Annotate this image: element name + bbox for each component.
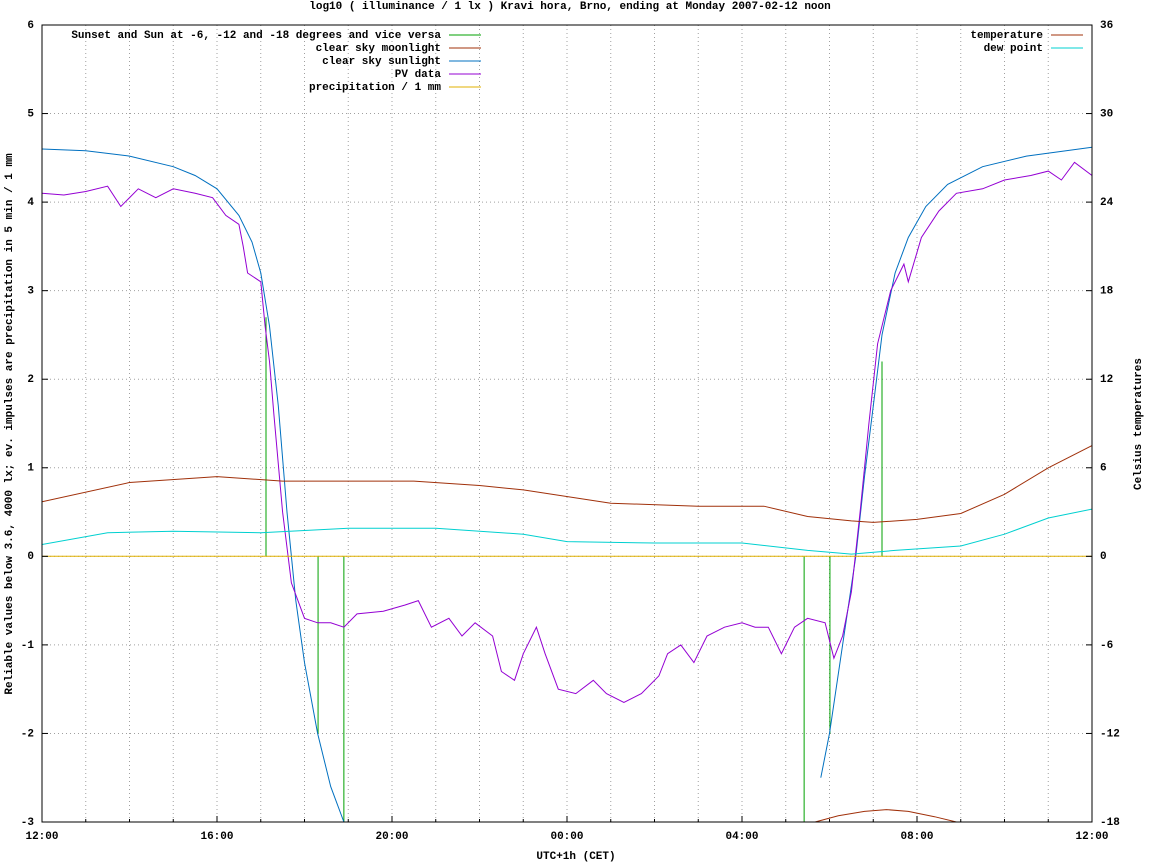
y-tick-label: 0 [27,551,34,563]
y-tick-label: 5 [27,108,34,120]
y2-axis-label: Celsius temperatures [1133,358,1145,490]
legend-label: PV data [395,69,442,81]
x-tick-label: 00:00 [550,831,583,843]
y-tick-label: 6 [27,20,34,32]
y2-tick-label: -12 [1100,728,1120,740]
legend-label: Sunset and Sun at -6, -12 and -18 degree… [71,30,441,42]
x-tick-label: 12:00 [1075,831,1108,843]
legend-label: clear sky moonlight [316,43,441,55]
y-tick-label: -1 [21,640,35,652]
y2-tick-label: 36 [1100,20,1113,32]
legend-label: temperature [970,30,1043,42]
x-tick-label: 08:00 [900,831,933,843]
y2-tick-label: -18 [1100,817,1120,829]
x-tick-label: 04:00 [725,831,758,843]
x-tick-label: 12:00 [25,831,58,843]
legend-label: precipitation / 1 mm [309,82,441,94]
series-line [42,146,1092,822]
series-line [814,809,957,822]
y2-tick-label: 12 [1100,374,1113,386]
y2-tick-label: 18 [1100,286,1114,298]
y-tick-label: -3 [21,817,35,829]
y2-tick-label: 0 [1100,551,1107,563]
series-line [42,445,1092,523]
x-tick-label: 20:00 [375,831,408,843]
y-tick-label: 1 [27,463,34,475]
y-tick-label: 2 [27,374,34,386]
series-line [42,161,1092,704]
y-axis-label: Reliable values below 3.6, 4000 lx; ev. … [4,153,16,695]
series-line [42,508,1092,555]
y2-tick-label: 30 [1100,108,1113,120]
legend-label: clear sky sunlight [322,56,441,68]
y2-tick-label: 6 [1100,463,1107,475]
y-tick-label: 3 [27,286,34,298]
y2-tick-label: -6 [1100,640,1113,652]
chart-title: log10 ( illuminance / 1 lx ) Kravi hora,… [309,1,831,13]
y-tick-label: -2 [21,728,34,740]
x-axis-label: UTC+1h (CET) [536,851,615,863]
legend-label: dew point [984,43,1043,55]
y2-tick-label: 24 [1100,197,1114,209]
plot-area [42,146,1092,822]
grid [41,24,1093,823]
x-tick-label: 16:00 [200,831,233,843]
y-tick-label: 4 [27,197,34,209]
